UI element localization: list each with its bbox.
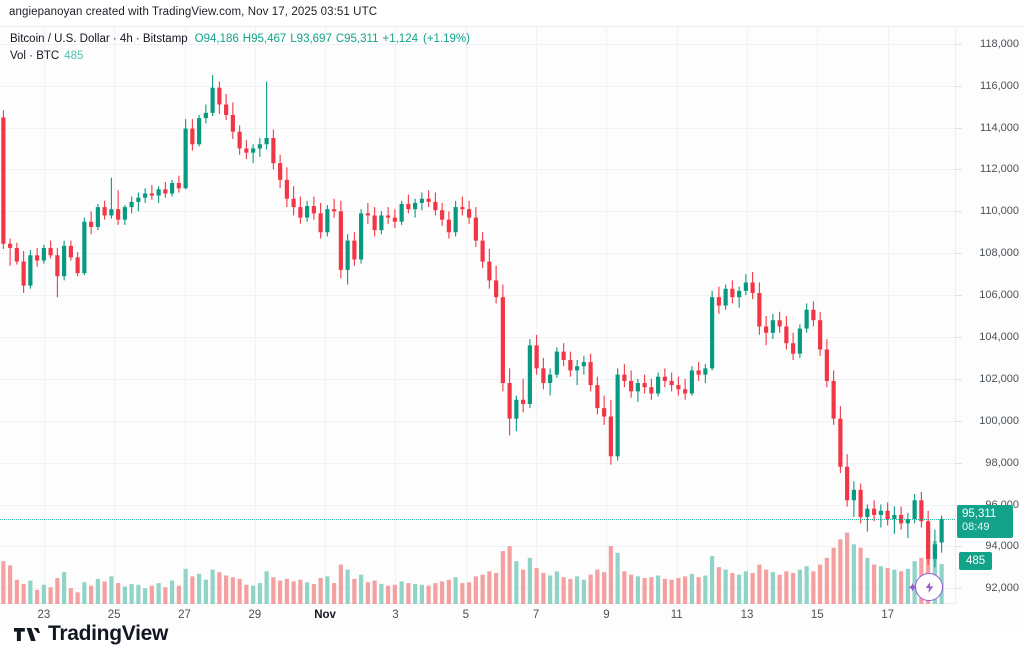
legend-change-percent: (+1.19%)	[423, 33, 470, 45]
price-axis-label: 108,000	[979, 247, 1019, 260]
time-axis-label: 7	[532, 609, 540, 621]
gridline-horizontal	[0, 43, 955, 45]
gridline-vertical	[325, 27, 327, 605]
chart-frame: ✦ 118,000 116,000 114,000 112,000 110,000 108…	[0, 26, 1024, 605]
gridline-vertical	[114, 27, 116, 605]
legend-volume-value: 485	[64, 49, 84, 62]
current-price-time: 08:49	[962, 520, 990, 533]
gridline-vertical	[254, 27, 256, 605]
gridline-vertical	[465, 27, 467, 605]
current-volume-badge[interactable]: 485	[959, 552, 993, 571]
gridline-vertical	[887, 27, 889, 605]
time-axis-label: 13	[740, 609, 754, 621]
price-axis-label: 94,000	[985, 540, 1019, 553]
price-axis-label: 102,000	[979, 372, 1019, 385]
price-axis-label: 104,000	[979, 330, 1019, 343]
legend-close: C95,311	[335, 33, 379, 45]
gridline-horizontal	[0, 420, 955, 422]
gridline-horizontal	[0, 211, 955, 213]
price-axis-tick	[956, 43, 962, 45]
legend-open: O94,186	[194, 33, 239, 45]
sparkle-icon: ✦	[907, 580, 918, 595]
gridline-vertical	[676, 27, 678, 605]
price-axis-label: 118,000	[980, 37, 1019, 50]
legend-symbol: Bitcoin / U.S. Dollar · 4h · Bitstamp	[10, 33, 188, 45]
gridline-vertical	[536, 27, 538, 605]
price-axis-tick	[956, 295, 962, 297]
time-axis-label: 23	[37, 609, 51, 621]
price-axis-tick	[956, 336, 962, 338]
gridline-horizontal	[0, 546, 955, 548]
time-axis-label: 15	[810, 609, 824, 621]
price-axis-tick	[956, 127, 962, 129]
price-axis-tick	[956, 420, 962, 422]
gridline-vertical	[184, 27, 186, 605]
gridline-horizontal	[0, 504, 955, 506]
current-price-value: 95,311	[962, 507, 997, 520]
tradingview-logo-icon	[14, 627, 40, 641]
gridline-horizontal	[0, 336, 955, 338]
price-axis-label: 98,000	[985, 456, 1019, 469]
legend-change-absolute: +1,124	[382, 33, 419, 45]
time-axis-label: 29	[248, 609, 262, 621]
price-axis-tick	[956, 211, 962, 213]
gridline-vertical	[395, 27, 397, 605]
price-axis-tick	[956, 169, 962, 171]
price-axis-tick	[956, 546, 962, 548]
price-axis-tick	[956, 462, 962, 464]
price-axis-label: 112,000	[980, 163, 1019, 176]
gridline-horizontal	[0, 378, 955, 380]
price-axis-label: 106,000	[979, 289, 1019, 302]
time-axis-label: 11	[670, 609, 683, 621]
time-axis-label: 25	[107, 609, 121, 621]
price-axis-label: 116,000	[980, 79, 1019, 92]
current-price-line	[0, 518, 955, 520]
gridline-vertical	[606, 27, 608, 605]
gridline-horizontal	[0, 295, 955, 297]
plot-area[interactable]: ✦	[0, 27, 955, 605]
gridline-vertical	[43, 27, 45, 605]
time-axis[interactable]: 23 25 27 29 Nov 3 5 7 9 11 13 15 17	[0, 604, 1024, 632]
candlestick-series	[1, 75, 944, 605]
legend-symbol-row[interactable]: Bitcoin / U.S. Dollar · 4h · Bitstamp O94…	[10, 31, 470, 48]
time-axis-label: 5	[462, 609, 469, 621]
time-axis-label: Nov	[314, 609, 336, 621]
tradingview-wordmark: TradingView	[48, 622, 169, 645]
footer-branding: TradingView	[14, 622, 168, 646]
legend-volume-title: Vol · BTC	[10, 49, 60, 62]
price-axis-tick	[956, 85, 962, 87]
lightning-glyph	[925, 581, 933, 593]
gridline-horizontal	[0, 85, 955, 87]
gridline-vertical	[817, 27, 819, 605]
gridline-horizontal	[0, 127, 955, 129]
chart-legend: Bitcoin / U.S. Dollar · 4h · Bitstamp O94…	[10, 31, 470, 64]
gridline-horizontal	[0, 253, 955, 255]
price-axis-label: 100,000	[979, 414, 1019, 427]
price-axis[interactable]: 118,000 116,000 114,000 112,000 110,000 108,0…	[955, 27, 1024, 605]
time-axis-label: 3	[392, 609, 399, 621]
price-axis-tick	[956, 588, 962, 590]
legend-volume-row[interactable]: Vol · BTC 485	[10, 48, 470, 65]
gridline-horizontal	[0, 462, 955, 464]
legend-high: H95,467	[242, 33, 287, 45]
legend-low: L93,697	[290, 33, 332, 45]
price-axis-label: 110,000	[980, 205, 1019, 218]
price-axis-label: 92,000	[985, 582, 1019, 595]
gridline-horizontal	[0, 169, 955, 171]
price-axis-tick	[956, 253, 962, 255]
price-axis-label: 114,000	[980, 121, 1019, 134]
gridline-vertical	[747, 27, 748, 605]
time-axis-label: 17	[881, 609, 894, 621]
time-axis-label: 9	[603, 609, 610, 621]
lightning-bolt-icon[interactable]	[915, 573, 944, 601]
current-price-badge[interactable]: 95,311 08:49	[957, 504, 1013, 538]
time-axis-label: 27	[178, 609, 191, 621]
attribution-text: angiepanoyan created with TradingView.co…	[9, 6, 378, 18]
price-axis-tick	[956, 378, 962, 380]
